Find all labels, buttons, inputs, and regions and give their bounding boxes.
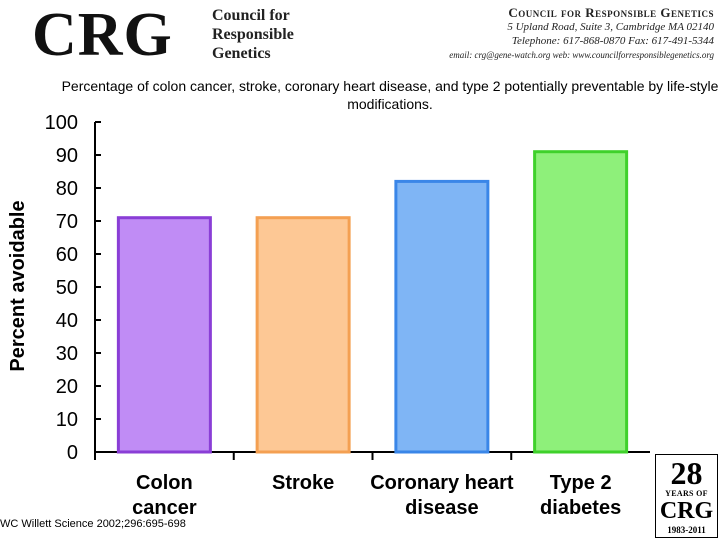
citation: WC Willett Science 2002;296:695-698 [0,518,186,530]
crg-logo: CRG [32,1,173,69]
bar [116,216,212,454]
x-tick-label: Colon [136,472,193,494]
y-tick-label: 10 [56,409,78,431]
contact-org: Council for Responsible Genetics [508,5,714,20]
chart-title: Percentage of colon cancer, stroke, coro… [61,78,719,112]
y-tick-label: 60 [56,244,78,266]
y-tick-label: 40 [56,310,78,332]
y-tick-label: 50 [56,277,78,299]
contact-address: 5 Upland Road, Suite 3, Cambridge MA 021… [507,21,714,33]
y-tick-label: 0 [67,442,78,464]
logo-tagline: Council for Responsible Genetics [212,6,342,63]
y-tick-label: 30 [56,343,78,365]
contact-block: Council for Responsible Genetics 5 Uplan… [364,6,714,62]
x-tick-label: Stroke [272,472,334,494]
badge-span: 1983-2011 [667,525,706,535]
anniversary-badge: 28 YEARS OF CRG 1983-2011 [655,454,718,538]
x-tick-label: diabetes [540,497,621,519]
bar [255,216,351,454]
badge-org: CRG [659,498,714,524]
x-tick-label: disease [405,497,478,519]
bar [533,150,629,454]
header: CRG Council for Responsible Genetics Cou… [0,0,720,72]
bar [394,179,490,454]
y-tick-label: 90 [56,145,78,167]
contact-email: email: crg@gene-watch.org web: www.counc… [449,50,714,60]
x-tick-label: Type 2 [550,472,612,494]
badge-years-text: YEARS OF [665,489,708,498]
tagline-line: Responsible [212,26,294,43]
x-tick-label: Coronary heart [370,472,514,494]
tagline-line: Council for [212,7,290,24]
contact-phone: Telephone: 617-868-0870 Fax: 617-491-534… [511,35,714,47]
y-tick-label: 70 [56,211,78,233]
y-tick-label: 20 [56,376,78,398]
tagline-line: Genetics [212,45,271,62]
badge-number: 28 [670,455,703,491]
y-tick-label: 100 [45,112,78,134]
y-tick-label: 80 [56,178,78,200]
x-tick-label: cancer [132,497,197,519]
